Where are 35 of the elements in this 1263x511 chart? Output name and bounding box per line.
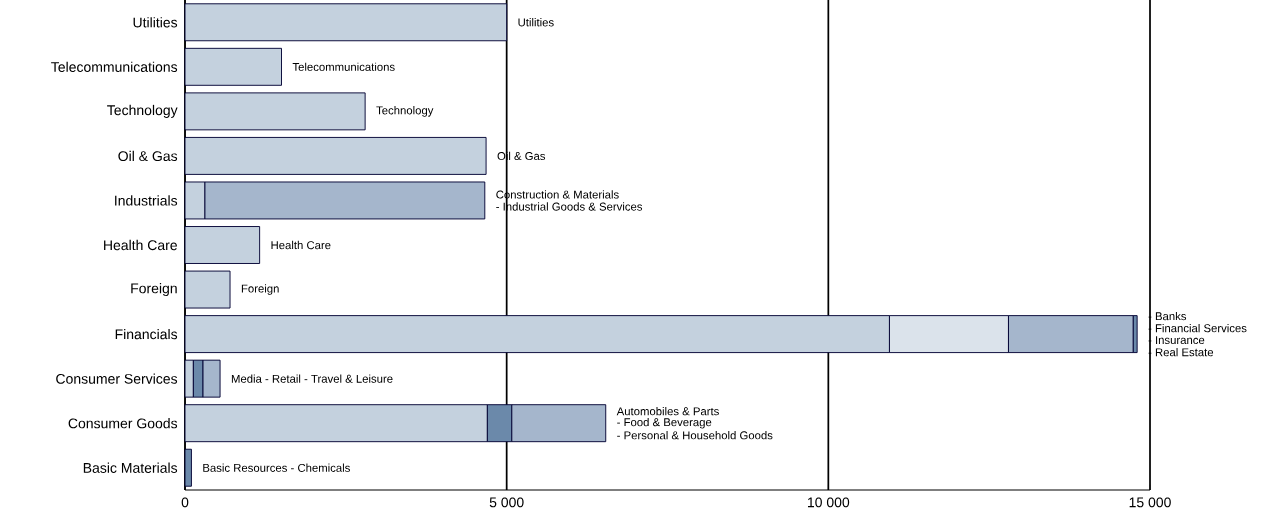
- y-tick-label: Foreign: [131, 283, 177, 297]
- bar: [184, 136, 487, 175]
- annotation: - Real Estate: [1148, 347, 1214, 357]
- y-tick-label: Oil & Gas: [118, 150, 178, 162]
- y-tick-label: Financials: [115, 328, 178, 340]
- annotation: Media - Retail - Travel & Leisure: [231, 374, 393, 383]
- y-tick-label: Industrials: [115, 195, 178, 206]
- x-tick-label: 0: [181, 497, 189, 508]
- annotation: - Personal & Household Goods: [617, 431, 773, 440]
- bar: [184, 3, 508, 42]
- x-tick-label: 10 000: [808, 497, 850, 508]
- annotation: - Food & Beverage: [617, 417, 712, 429]
- annotation: Telecommunications: [292, 62, 395, 71]
- annotation: Foreign: [241, 284, 279, 295]
- bar: [184, 270, 231, 309]
- y-tick-label: Basic Materials: [83, 462, 178, 473]
- bar: [184, 92, 366, 131]
- bar: [184, 47, 282, 86]
- annotation: Technology: [376, 106, 434, 117]
- y-tick-label: Utilities: [133, 17, 178, 28]
- y-tick-label: Consumer Goods: [68, 418, 178, 429]
- annotation: Automobiles & Parts: [616, 406, 719, 416]
- y-tick-label: Technology: [107, 104, 178, 118]
- x-tick-label: 15 000: [1129, 497, 1171, 508]
- annotation: Health Care: [271, 240, 331, 250]
- annotation: Basic Resources - Chemicals: [203, 463, 350, 472]
- y-tick-label: Consumer Services: [56, 373, 178, 384]
- annotation: - Financial Services: [1148, 323, 1247, 333]
- bar: [184, 226, 261, 264]
- annotation: - Banks: [1148, 311, 1187, 321]
- y-tick-label: Telecommunications: [51, 61, 178, 72]
- annotation: Utilities: [518, 18, 554, 27]
- y-tick-label: Health Care: [104, 239, 177, 251]
- x-tick-label: 5 000: [489, 497, 524, 508]
- annotation: - Insurance: [1148, 336, 1205, 345]
